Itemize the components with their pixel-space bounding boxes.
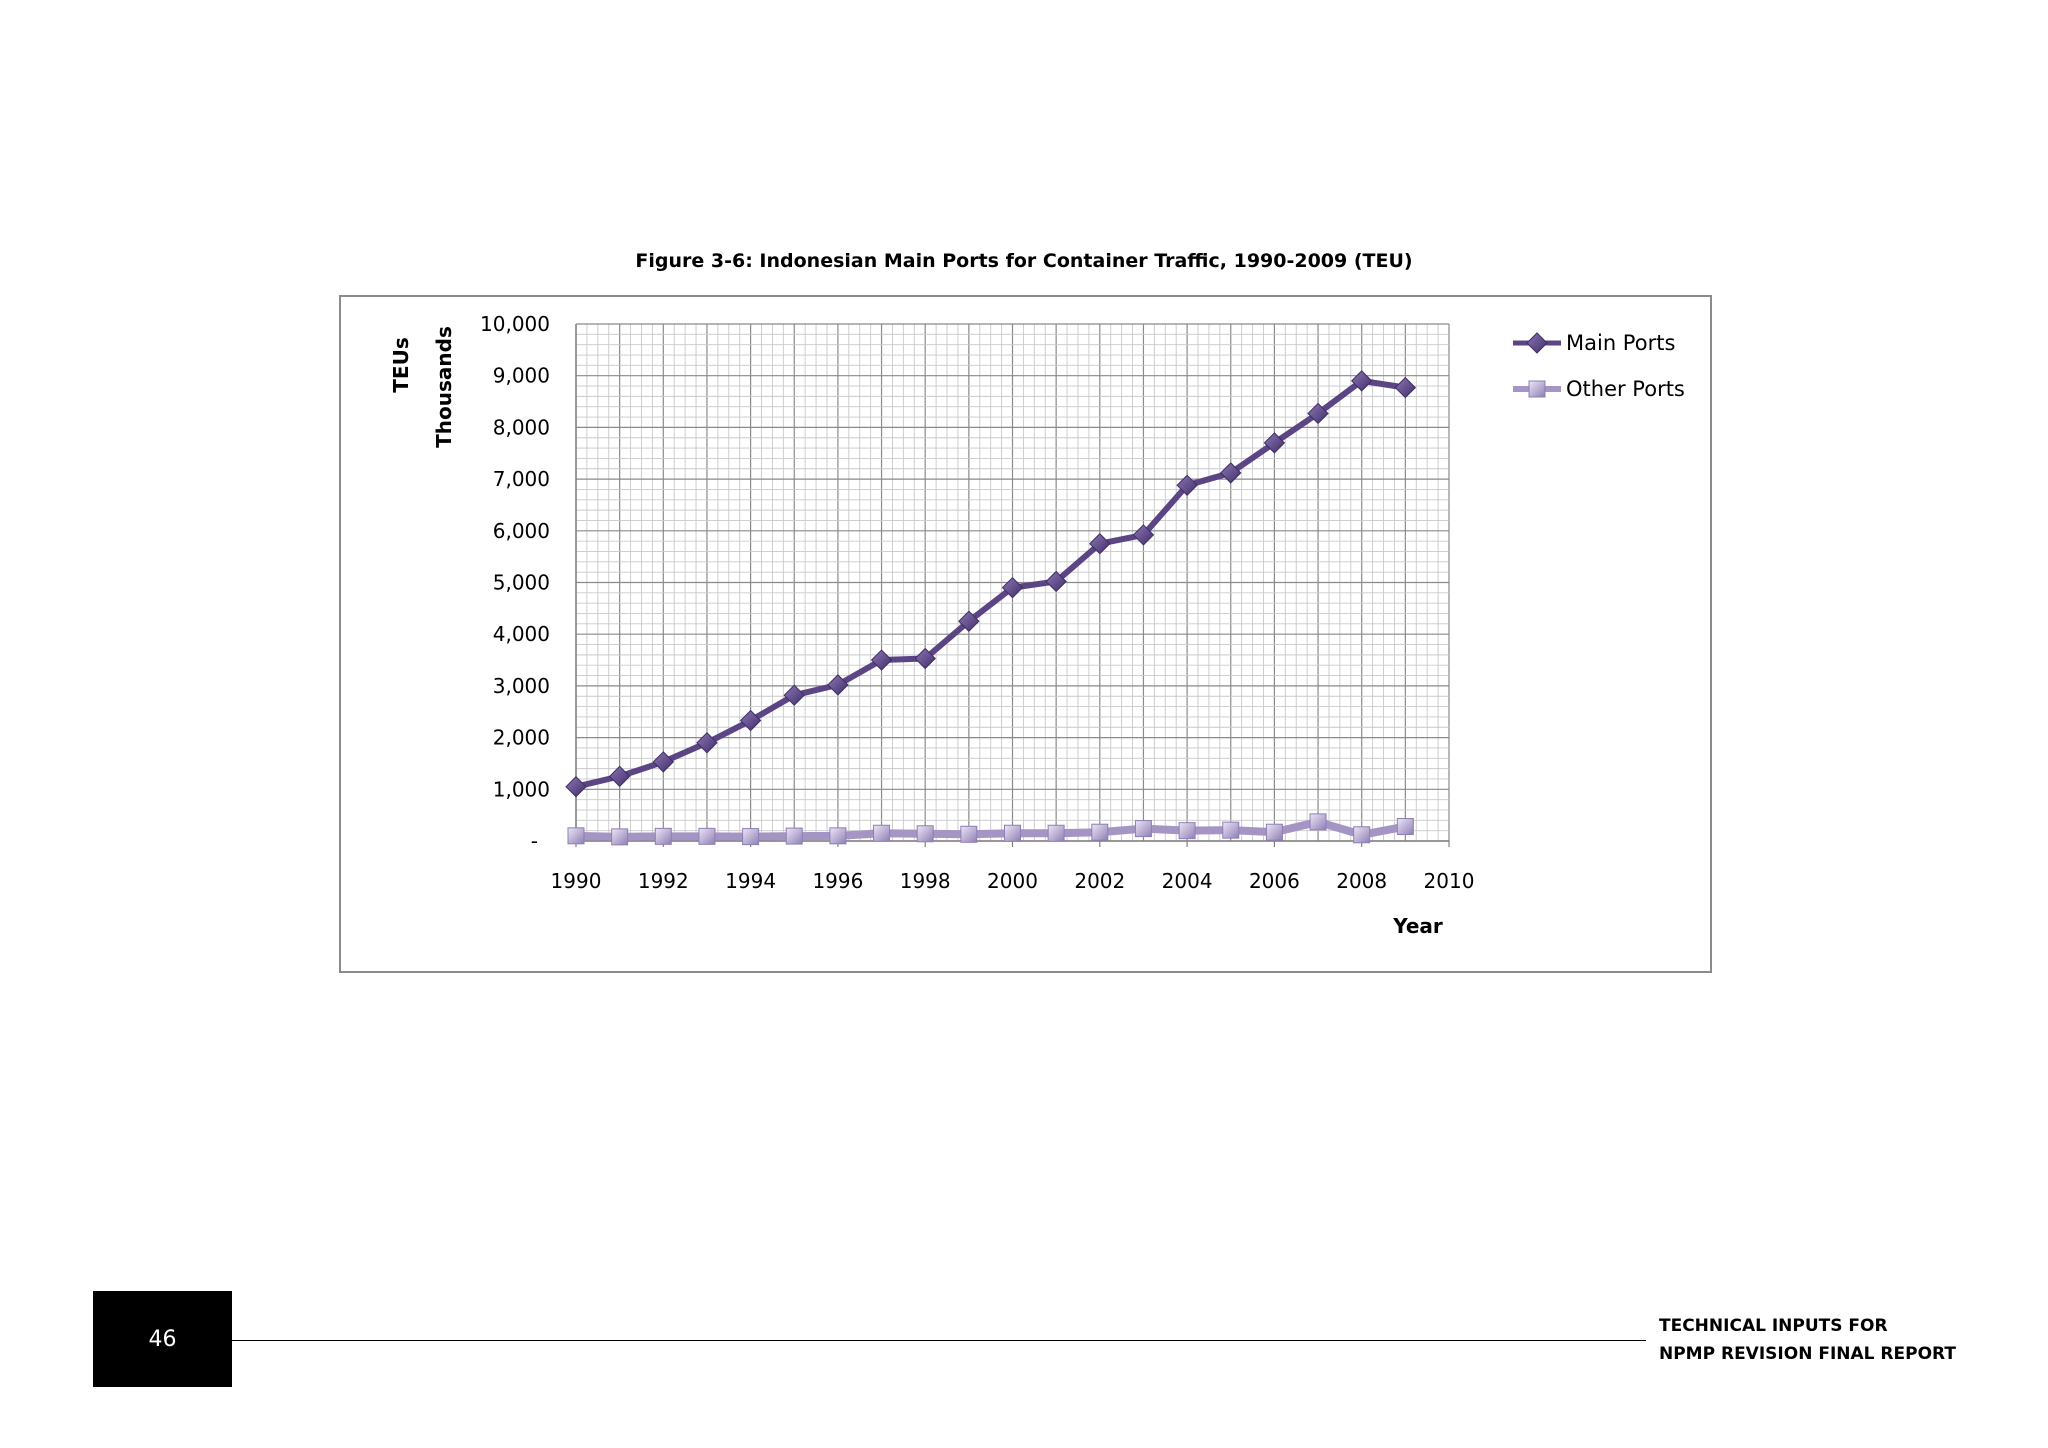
footer-line-2: NPMP REVISION FINAL REPORT [1659, 1344, 1956, 1364]
data-point [1091, 823, 1109, 841]
data-point [1220, 462, 1242, 484]
x-tick-label: 1994 [725, 869, 776, 893]
x-tick-label: 2010 [1424, 869, 1475, 893]
data-point [870, 649, 893, 671]
series-layer [565, 370, 1417, 846]
data-point [960, 825, 978, 843]
data-point [873, 824, 891, 842]
data-point [696, 732, 718, 754]
data-point [1263, 432, 1286, 454]
y-tick-label: 2,000 [493, 726, 550, 750]
data-point [1394, 376, 1417, 399]
y-tick-label: 6,000 [493, 519, 550, 543]
legend-label: Main Ports [1566, 331, 1675, 355]
series-main-ports [565, 370, 1417, 798]
y-axis-title: TEUs [389, 337, 413, 392]
data-point [1176, 474, 1198, 497]
data-point [783, 684, 805, 706]
footer-line-1: TECHNICAL INPUTS FOR [1659, 1316, 1888, 1336]
data-point [1309, 813, 1327, 831]
data-point [652, 751, 675, 773]
x-tick-label: 2004 [1162, 869, 1213, 893]
data-point [654, 827, 672, 845]
page-number: 46 [93, 1291, 232, 1387]
x-tick-label: 2006 [1249, 869, 1300, 893]
y-axis-unit: Thousands [432, 326, 456, 448]
data-point [1045, 570, 1067, 593]
y-tick-label: 5,000 [493, 571, 550, 595]
data-point [611, 828, 629, 846]
axis-ticks: - 1,000 2,000 3,000 4,000 5,000 6,000 7,000 8,00… [480, 312, 1474, 893]
series-other-ports [567, 813, 1414, 846]
legend-swatch-marker [1528, 380, 1546, 398]
data-point [698, 827, 716, 845]
legend-item-other-ports: Other Ports [1513, 377, 1685, 401]
data-point [785, 827, 803, 845]
y-tick-label: 9,000 [493, 364, 550, 388]
y-tick-label: 1,000 [493, 777, 550, 801]
x-tick-label: 1990 [551, 869, 602, 893]
data-point [1004, 824, 1021, 842]
chart-frame: - 1,000 2,000 3,000 4,000 5,000 6,000 7,000 8,00… [339, 295, 1712, 973]
x-tick-label: 2008 [1336, 869, 1387, 893]
data-point [1001, 576, 1024, 599]
series-line [575, 377, 1406, 790]
plot-grid [575, 323, 1450, 842]
data-point [1307, 402, 1329, 425]
x-tick-label: 1998 [900, 869, 951, 893]
chart: - 1,000 2,000 3,000 4,000 5,000 6,000 7,000 8,00… [389, 312, 1685, 938]
data-point [1353, 826, 1371, 844]
footer-divider [232, 1340, 1646, 1341]
data-point [1265, 823, 1283, 841]
y-tick-label: 4,000 [493, 622, 550, 646]
data-point [1350, 370, 1373, 392]
legend-item-main-ports: Main Ports [1513, 331, 1675, 355]
y-tick-label: 7,000 [493, 467, 550, 491]
data-point [608, 765, 631, 788]
data-point [914, 647, 936, 670]
data-point [1396, 818, 1414, 836]
data-point [1178, 822, 1196, 840]
figure-caption: Figure 3-6: Indonesian Main Ports for Co… [635, 250, 1413, 272]
data-point [565, 776, 587, 798]
data-point [916, 825, 934, 843]
y-tick-label: 3,000 [493, 674, 550, 698]
x-tick-label: 2000 [987, 869, 1038, 893]
data-point [742, 828, 760, 846]
x-tick-label: 2002 [1074, 869, 1125, 893]
y-tick-label: - [531, 829, 538, 853]
data-point [1132, 524, 1155, 546]
y-tick-label: 8,000 [493, 415, 550, 439]
data-point [827, 674, 849, 696]
legend: Main Ports Other Ports [1513, 331, 1685, 401]
data-point [739, 709, 762, 732]
data-point [1047, 824, 1065, 842]
data-point [567, 827, 585, 845]
data-point [1222, 821, 1240, 839]
y-tick-label: 10,000 [480, 312, 550, 336]
data-point [829, 827, 847, 845]
data-point [1134, 820, 1152, 838]
footer-report-title: TECHNICAL INPUTS FOR NPMP REVISION FINAL… [1659, 1312, 1956, 1368]
legend-label: Other Ports [1566, 377, 1685, 401]
data-point [958, 610, 980, 632]
x-tick-label: 1992 [638, 869, 689, 893]
data-point [1089, 533, 1111, 555]
x-tick-label: 1996 [812, 869, 863, 893]
x-axis-title: Year [1392, 914, 1443, 938]
legend-swatch-marker [1526, 332, 1548, 354]
